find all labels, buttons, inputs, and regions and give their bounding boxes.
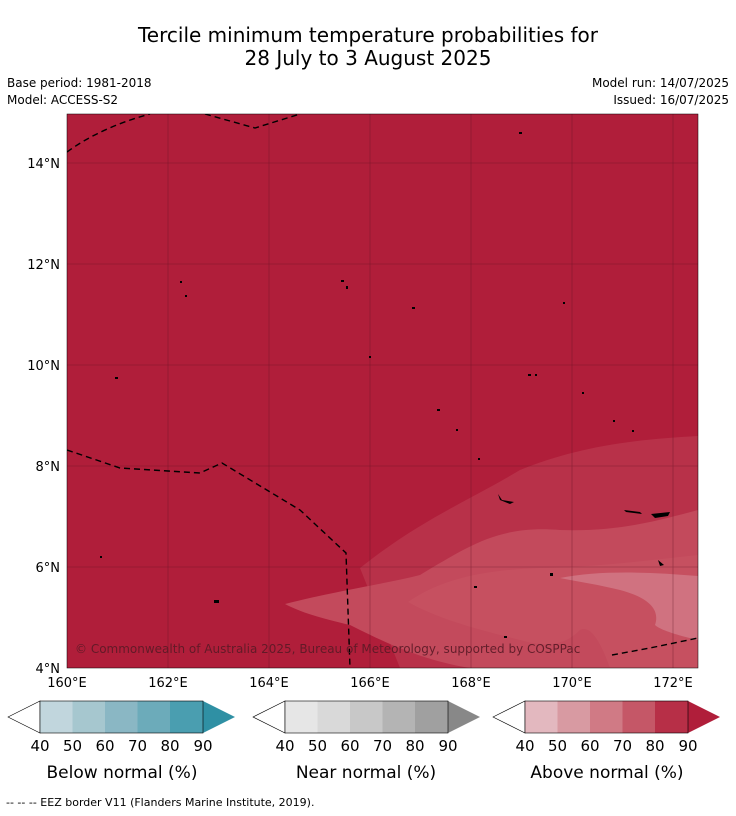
issued-date: Issued: 16/07/2025 [613, 93, 729, 107]
legend-swatch [525, 701, 558, 733]
legend-tick: 60 [580, 737, 599, 755]
lon-label: 168°E [451, 676, 491, 691]
legend-swatch [72, 701, 105, 733]
lon-label: 162°E [148, 676, 188, 691]
legend-tick: 70 [128, 737, 147, 755]
lat-label: 12°N [27, 258, 60, 273]
lon-label: 160°E [47, 676, 87, 691]
legend-tick: 70 [373, 737, 392, 755]
legend-below-normal: 40 50 60 70 80 90 Below normal (%) [7, 700, 235, 783]
legend-above-normal: 40 50 60 70 80 90 Above normal (%) [492, 700, 720, 783]
legend-swatch [415, 701, 448, 733]
lon-label: 166°E [350, 676, 390, 691]
legend-swatch [688, 701, 720, 733]
lat-label: 8°N [36, 460, 61, 475]
legend-tick: 90 [438, 737, 457, 755]
legend-tick: 80 [645, 737, 664, 755]
lon-label: 164°E [249, 676, 289, 691]
model-name: Model: ACCESS-S2 [7, 93, 119, 107]
legend-swatch [557, 701, 590, 733]
legend-tick: 70 [613, 737, 632, 755]
legend-title: Near normal (%) [296, 763, 436, 783]
lon-label: 172°E [653, 676, 693, 691]
copyright-notice: © Commonwealth of Australia 2025, Bureau… [75, 642, 580, 656]
longitude-axis: 160°E 162°E 164°E 166°E 168°E 170°E 172°… [47, 676, 693, 691]
chart-title-line2: 28 July to 3 August 2025 [244, 46, 492, 70]
legend-tick: 90 [678, 737, 697, 755]
legend-tick: 80 [160, 737, 179, 755]
lat-label: 4°N [36, 662, 61, 677]
legend-swatch [40, 701, 73, 733]
legend-tick: 50 [308, 737, 327, 755]
graticule [67, 114, 698, 668]
base-period: Base period: 1981-2018 [7, 76, 152, 90]
legend-tick: 50 [63, 737, 82, 755]
legend-swatch [137, 701, 170, 733]
legend-tick: 60 [95, 737, 114, 755]
legend-swatch [382, 701, 415, 733]
lat-label: 6°N [36, 561, 61, 576]
chart-title-line1: Tercile minimum temperature probabilitie… [137, 23, 599, 47]
model-run: Model run: 14/07/2025 [591, 76, 729, 90]
legend-tick: 60 [340, 737, 359, 755]
legend-swatch [105, 701, 138, 733]
map-panel: © Commonwealth of Australia 2025, Bureau… [27, 113, 699, 691]
legend-swatch [448, 701, 480, 733]
lon-label: 170°E [552, 676, 592, 691]
legend-swatch [285, 701, 318, 733]
legend-title: Below normal (%) [47, 763, 198, 783]
legend-tick: 80 [405, 737, 424, 755]
lat-label: 10°N [27, 359, 60, 374]
legend-swatch [317, 701, 350, 733]
legend-tick: 50 [548, 737, 567, 755]
legend-swatch [622, 701, 655, 733]
legend-swatch [203, 701, 235, 733]
latitude-axis: 14°N 12°N 10°N 8°N 6°N 4°N [27, 157, 60, 677]
eez-footnote: -- -- -- EEZ border V11 (Flanders Marine… [6, 796, 315, 809]
legend-tick: 40 [30, 737, 49, 755]
legend-near-normal: 40 50 60 70 80 90 Near normal (%) [252, 700, 480, 783]
legend-tick: 90 [193, 737, 212, 755]
map-frame [66, 113, 699, 669]
above-normal-50-60-region [560, 572, 698, 640]
eez-borders [67, 114, 698, 668]
islands [100, 132, 670, 638]
legend-swatch [170, 701, 203, 733]
legend-swatch [350, 701, 383, 733]
legend-tick: 40 [515, 737, 534, 755]
legend-tick: 40 [275, 737, 294, 755]
legend-title: Above normal (%) [530, 763, 683, 783]
legend-swatch [655, 701, 688, 733]
lat-label: 14°N [27, 157, 60, 172]
legend-swatch [590, 701, 623, 733]
legend-panel: 40 50 60 70 80 90 Below normal (%) 40 50… [7, 700, 720, 783]
